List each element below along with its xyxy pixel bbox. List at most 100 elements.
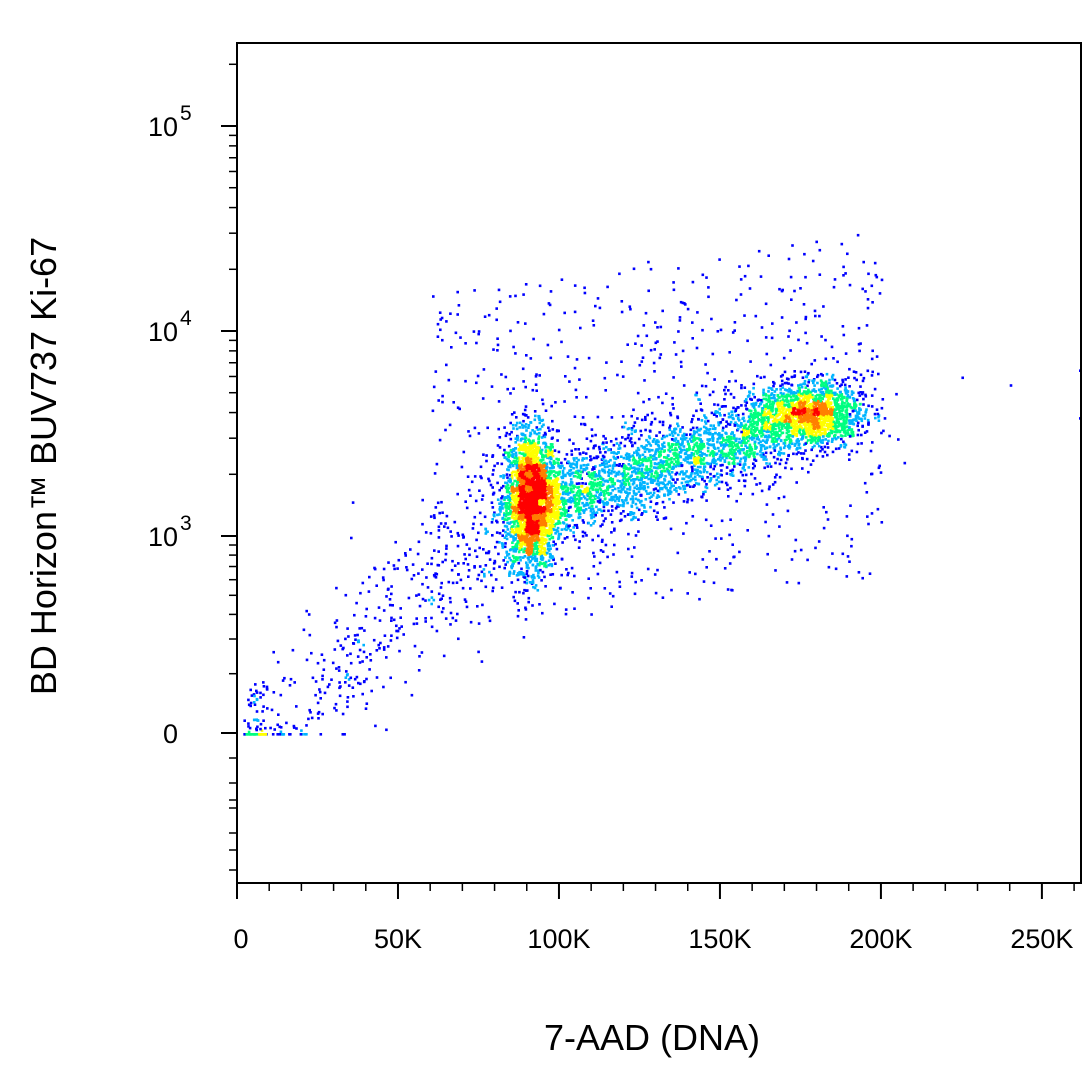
event-dot (715, 482, 719, 486)
event-dot (525, 457, 528, 460)
event-dot (537, 571, 540, 575)
event-dot (598, 464, 602, 467)
event-dot (612, 495, 616, 499)
event-dot (522, 636, 526, 639)
event-dot (543, 455, 547, 458)
event-dot (717, 436, 721, 440)
event-dot (840, 402, 844, 406)
event-dot (539, 463, 542, 467)
event-dot (736, 417, 740, 420)
event-dot (536, 537, 540, 540)
event-dot (509, 449, 513, 452)
event-dot (688, 445, 691, 448)
event-dot (517, 517, 520, 520)
event-dot (680, 464, 683, 468)
event-dot (505, 490, 509, 494)
event-dot (515, 484, 519, 487)
event-dot (546, 453, 550, 456)
event-dot (645, 438, 648, 442)
event-dot (533, 489, 537, 492)
event-dot (525, 515, 529, 518)
event-dot (507, 453, 510, 457)
event-dot (685, 433, 688, 436)
event-dot (550, 483, 553, 486)
event-dot (729, 392, 733, 396)
event-dot (543, 461, 546, 465)
event-dot (767, 487, 771, 491)
event-dot (512, 535, 515, 538)
event-dot (778, 453, 781, 457)
event-dot (663, 445, 666, 448)
event-dot (544, 446, 547, 449)
event-dot (734, 407, 738, 411)
event-dot (617, 499, 621, 502)
event-dot (783, 438, 787, 442)
event-dot (532, 517, 535, 520)
event-dot (809, 441, 813, 444)
event-dot (812, 434, 816, 437)
event-dot (730, 437, 733, 441)
event-dot (679, 437, 683, 440)
event-dot (527, 492, 531, 496)
event-dot (659, 450, 663, 453)
event-dot (714, 431, 717, 435)
event-dot (643, 447, 646, 450)
event-dot (776, 438, 779, 441)
event-dot (603, 497, 607, 501)
event-dot (671, 467, 674, 471)
event-dot (761, 439, 765, 442)
event-dot (525, 566, 529, 569)
event-dot (555, 547, 559, 551)
event-dot (633, 478, 636, 481)
event-dot (514, 545, 517, 548)
event-dot (690, 435, 693, 439)
event-dot (790, 467, 793, 471)
event-dot (625, 467, 628, 470)
event-dot (519, 488, 522, 491)
event-dot (602, 502, 606, 506)
event-dot (668, 450, 672, 453)
event-dot (617, 497, 621, 500)
event-dot (713, 464, 717, 468)
event-dot (614, 507, 618, 510)
event-dot (578, 498, 581, 501)
event-dot (690, 461, 694, 465)
event-dot (652, 488, 656, 491)
event-dot (627, 532, 630, 536)
event-dot (548, 501, 552, 504)
event-dot (548, 497, 551, 500)
event-dot (591, 507, 595, 511)
event-dot (662, 450, 666, 453)
event-dot (628, 488, 632, 491)
event-dot (594, 513, 597, 517)
event-dot (544, 472, 547, 476)
event-dot (526, 526, 529, 530)
event-dot (621, 500, 625, 504)
event-dot (597, 472, 601, 475)
event-dot (598, 469, 601, 473)
event-dot (547, 529, 551, 532)
event-dot (650, 472, 653, 476)
event-dot (666, 482, 670, 486)
event-dot (542, 550, 545, 553)
event-dot (527, 558, 530, 561)
event-dot (701, 452, 704, 455)
event-dot (535, 565, 538, 568)
event-dot (847, 433, 850, 436)
event-dot (626, 487, 629, 491)
event-dot (529, 559, 533, 563)
event-dot (521, 457, 525, 461)
event-dot (554, 486, 558, 489)
event-dot (750, 472, 753, 476)
event-dot (639, 486, 643, 490)
event-dot (532, 573, 535, 577)
event-dot (518, 542, 521, 545)
event-dot (623, 472, 626, 475)
event-dot (774, 424, 778, 427)
event-dot (589, 492, 593, 496)
event-dot (675, 490, 678, 493)
event-dot (535, 489, 538, 492)
event-dot (591, 498, 595, 502)
event-dot (730, 443, 734, 446)
event-dot (643, 486, 646, 490)
